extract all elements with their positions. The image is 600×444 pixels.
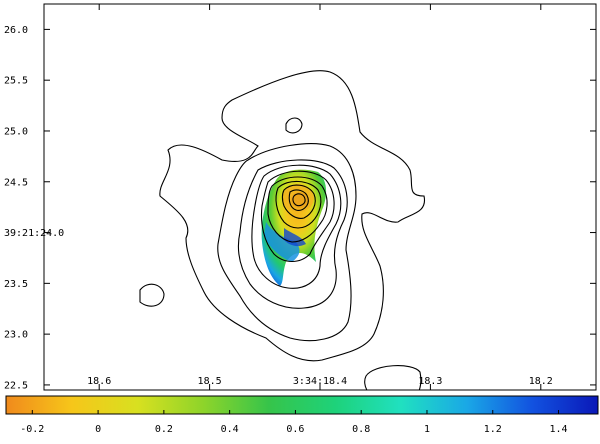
contour-level-6 <box>267 176 328 243</box>
colorbar-tick-label: 0.8 <box>352 424 370 435</box>
contour-level-2 <box>217 143 357 342</box>
contour-island-bottom <box>364 365 422 390</box>
y-axis: 22.5 23.0 23.5 39:21:24.0 24.5 25.0 25.5 26.0 <box>4 25 596 391</box>
colorbar: -0.2 0 0.2 0.4 0.6 0.8 1 1.2 1.4 <box>5 395 599 435</box>
x-tick-label: 18.5 <box>198 376 222 387</box>
y-tick-label: 24.5 <box>4 177 28 188</box>
contour-level-7 <box>275 180 322 229</box>
colorbar-gradient <box>5 395 599 415</box>
y-tick-label: 22.5 <box>4 380 28 391</box>
colorbar-tick-label: 0.4 <box>221 424 239 435</box>
contour-level-9 <box>288 189 309 211</box>
colorbar-tick-label: 1 <box>424 424 430 435</box>
y-tick-label: 39:21:24.0 <box>4 228 64 239</box>
contour-outer <box>159 70 425 362</box>
colorbar-tick-label: -0.2 <box>20 424 44 435</box>
x-tick-label: 18.6 <box>87 376 111 387</box>
colorbar-tick-label: 0 <box>95 424 101 435</box>
colorbar-tick-label: 0.6 <box>286 424 304 435</box>
y-tick-label: 25.0 <box>4 126 28 137</box>
y-tick-label: 23.0 <box>4 330 28 341</box>
contour-island-left <box>139 283 165 307</box>
contour-island-top <box>285 117 303 134</box>
colorbar-ticks: -0.2 0 0.2 0.4 0.6 0.8 1 1.2 1.4 <box>20 410 568 435</box>
colorbar-tick-label: 1.2 <box>484 424 502 435</box>
contour-level-8 <box>281 184 316 219</box>
contour-level-4 <box>251 164 342 289</box>
contour-lines <box>139 70 425 390</box>
y-tick-label: 26.0 <box>4 25 28 36</box>
contour-level-10 <box>292 193 306 207</box>
x-tick-label: 18.3 <box>418 376 442 387</box>
colorbar-tick-label: 1.4 <box>550 424 568 435</box>
y-tick-label: 23.5 <box>4 279 28 290</box>
contour-level-5 <box>260 170 335 263</box>
x-axis: 18.6 18.5 3:34:18.4 18.3 18.2 <box>87 4 553 390</box>
x-tick-label: 3:34:18.4 <box>293 376 347 387</box>
colorbar-tick-label: 0.2 <box>155 424 173 435</box>
contour-level-3 <box>237 159 348 309</box>
x-tick-label: 18.2 <box>529 376 553 387</box>
y-tick-label: 25.5 <box>4 76 28 87</box>
